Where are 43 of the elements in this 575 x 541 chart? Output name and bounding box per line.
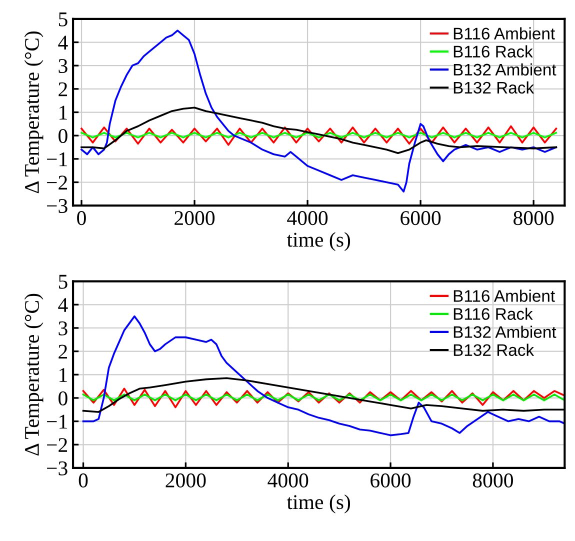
y-tick-label: 2 bbox=[58, 82, 68, 96]
y-tick-label: 4 bbox=[58, 36, 68, 50]
legend-label: B132 Rack bbox=[454, 81, 534, 94]
legend-label: B116 Ambient bbox=[454, 27, 555, 40]
legend-label: B132 Rack bbox=[454, 344, 534, 356]
y-tick-label: −3 bbox=[47, 199, 68, 214]
legend-label: B116 Ambient bbox=[454, 290, 555, 302]
y-tick-label: −1 bbox=[47, 414, 67, 429]
y-tick-label: 1 bbox=[60, 106, 67, 120]
x-tick-label: 0 bbox=[78, 473, 88, 488]
x-tick-label: 4000 bbox=[287, 211, 328, 226]
y-axis-title: Δ Temperature (°C) bbox=[24, 294, 44, 456]
x-tick-label: 2000 bbox=[174, 211, 215, 226]
x-tick-label: 8000 bbox=[472, 473, 513, 488]
y-tick-label: 1 bbox=[60, 368, 67, 382]
x-axis-title: time (s) bbox=[286, 232, 350, 252]
y-tick-label: 5 bbox=[58, 12, 68, 26]
y-tick-label: −3 bbox=[47, 461, 68, 476]
x-tick-label: 2000 bbox=[166, 473, 206, 488]
y-tick-label: 4 bbox=[58, 298, 68, 312]
y-tick-label: 2 bbox=[58, 344, 68, 359]
x-axis-title: time (s) bbox=[286, 494, 350, 514]
x-tick-label: 0 bbox=[77, 211, 86, 226]
y-tick-label: −2 bbox=[47, 438, 68, 452]
line-series bbox=[82, 388, 565, 408]
y-tick-label: 5 bbox=[58, 274, 68, 289]
legend-label: B116 Rack bbox=[454, 308, 533, 320]
x-tick-label: 4000 bbox=[268, 473, 308, 488]
y-tick-label: 0 bbox=[58, 391, 68, 406]
line-series bbox=[80, 106, 558, 154]
line-series bbox=[80, 125, 558, 146]
y-tick-label: 3 bbox=[58, 59, 68, 74]
y-tick-label: −1 bbox=[47, 152, 67, 166]
y-tick-label: 3 bbox=[58, 321, 68, 336]
x-tick-label: 8000 bbox=[514, 211, 554, 226]
y-tick-label: 0 bbox=[58, 128, 68, 144]
x-tick-label: 6000 bbox=[370, 473, 411, 488]
legend-label: B132 Ambient bbox=[454, 63, 556, 76]
y-axis-title: Δ Temperature (°C) bbox=[24, 31, 44, 194]
y-tick-label: −2 bbox=[47, 176, 68, 190]
legend-label: B132 Ambient bbox=[454, 326, 556, 338]
legend-label: B116 Rack bbox=[454, 45, 533, 58]
x-tick-label: 6000 bbox=[400, 211, 441, 226]
